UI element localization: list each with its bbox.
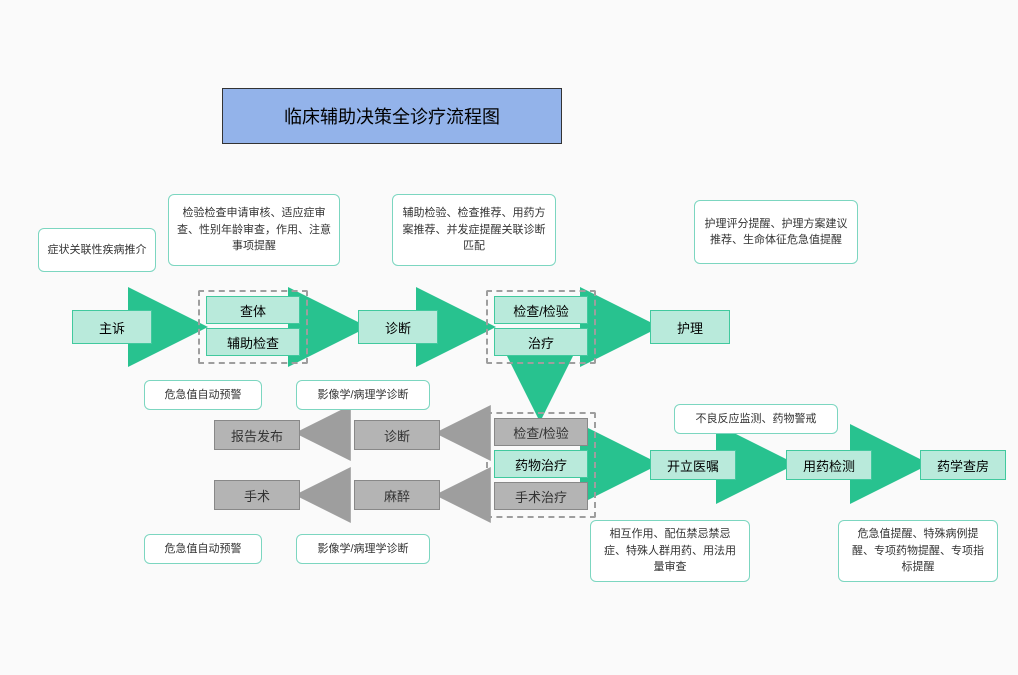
flowchart-canvas: 临床辅助决策全诊疗流程图主诉查体辅助检查诊断检查/检验治疗护理检查/检验药物治疗… bbox=[0, 0, 1018, 675]
flow-node-n_mazui: 麻醉 bbox=[354, 480, 440, 510]
flow-node-n_zhil: 治疗 bbox=[494, 328, 588, 356]
flow-node-n_yaoxue: 药学查房 bbox=[920, 450, 1006, 480]
flow-node-n_yaowu: 药物治疗 bbox=[494, 450, 588, 478]
diagram-title: 临床辅助决策全诊疗流程图 bbox=[222, 88, 562, 144]
flow-node-n_kaili: 开立医嘱 bbox=[650, 450, 736, 480]
callout: 危急值自动预警 bbox=[144, 534, 262, 564]
callout: 不良反应监测、药物警戒 bbox=[674, 404, 838, 434]
callout: 症状关联性疾病推介 bbox=[38, 228, 156, 272]
flow-node-n_yongyao: 用药检测 bbox=[786, 450, 872, 480]
flow-node-n_shoushu: 手术治疗 bbox=[494, 482, 588, 510]
callout: 护理评分提醒、护理方案建议推荐、生命体征危急值提醒 bbox=[694, 200, 858, 264]
flow-node-n_baogao: 报告发布 bbox=[214, 420, 300, 450]
callout: 检验检查申请审核、适应症审查、性别年龄审查，作用、注意事项提醒 bbox=[168, 194, 340, 266]
flow-node-n_shoush2: 手术 bbox=[214, 480, 300, 510]
callout: 影像学/病理学诊断 bbox=[296, 380, 430, 410]
callout: 影像学/病理学诊断 bbox=[296, 534, 430, 564]
flow-node-n_huli: 护理 bbox=[650, 310, 730, 344]
callout: 相互作用、配伍禁忌禁忌症、特殊人群用药、用法用量审查 bbox=[590, 520, 750, 582]
flow-node-n_main: 主诉 bbox=[72, 310, 152, 344]
flow-node-n_zhen1: 诊断 bbox=[358, 310, 438, 344]
callout: 危急值自动预警 bbox=[144, 380, 262, 410]
flow-node-n_chati: 查体 bbox=[206, 296, 300, 324]
flow-node-n_jc2: 检查/检验 bbox=[494, 418, 588, 446]
flow-node-n_fuzhu: 辅助检查 bbox=[206, 328, 300, 356]
flow-node-n_jc1: 检查/检验 bbox=[494, 296, 588, 324]
flow-node-n_zhen2: 诊断 bbox=[354, 420, 440, 450]
callout: 危急值提醒、特殊病例提醒、专项药物提醒、专项指标提醒 bbox=[838, 520, 998, 582]
callout: 辅助检验、检查推荐、用药方案推荐、并发症提醒关联诊断匹配 bbox=[392, 194, 556, 266]
